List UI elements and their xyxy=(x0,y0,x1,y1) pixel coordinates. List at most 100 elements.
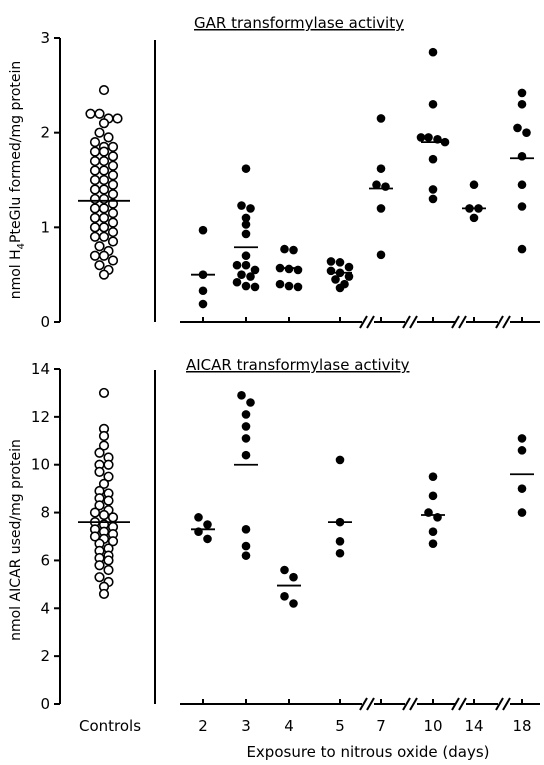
day-10-point xyxy=(428,472,438,481)
control-point xyxy=(112,113,123,124)
control-point xyxy=(103,132,114,143)
aicar-y-tick-label: 8 xyxy=(40,504,50,522)
day-2-point xyxy=(198,299,208,309)
day-3-point xyxy=(241,213,251,223)
x-axis-label: Exposure to nitrous oxide (days) xyxy=(246,743,489,761)
control-point xyxy=(94,241,105,252)
day-10-point xyxy=(428,154,438,164)
day-3-point xyxy=(241,229,251,239)
control-point xyxy=(103,471,114,482)
day-10-point xyxy=(428,527,438,537)
axis-break-mark xyxy=(458,697,467,711)
aicar-y-tick-label: 12 xyxy=(31,408,50,426)
control-point xyxy=(98,222,110,233)
day-18-point xyxy=(517,484,527,493)
control-point xyxy=(98,269,110,280)
day-7-point xyxy=(376,250,386,260)
day-4-point xyxy=(289,572,298,582)
day-18-point xyxy=(517,508,527,517)
day-3-point xyxy=(241,164,251,173)
day-18-point xyxy=(517,202,527,211)
gar-y-ticks: 0 1 2 3 xyxy=(40,29,60,331)
control-point xyxy=(98,588,110,600)
control-point xyxy=(107,160,119,171)
axis-break-mark xyxy=(409,315,418,329)
day-label-3: 3 xyxy=(241,717,251,735)
control-point xyxy=(89,193,101,205)
day-5-point xyxy=(335,548,345,558)
axis-break-mark xyxy=(402,315,411,329)
day-3-point xyxy=(246,272,255,281)
gar-day-groups xyxy=(191,47,534,309)
day-18-point xyxy=(517,180,527,190)
day-3-point xyxy=(241,220,251,229)
gar-y-label: nmol H4PteGlu formed/mg protein xyxy=(8,61,27,300)
day-5-point xyxy=(344,262,354,272)
day-2-point xyxy=(198,225,208,235)
control-point xyxy=(107,170,119,181)
day-18-point xyxy=(517,88,527,98)
day-4-point xyxy=(289,599,298,608)
control-point xyxy=(98,193,110,205)
gar-y-tick-label: 3 xyxy=(40,29,50,47)
control-point xyxy=(94,572,105,583)
day-10-point xyxy=(428,47,438,57)
control-point xyxy=(89,222,101,233)
day-label-7: 7 xyxy=(376,717,386,735)
control-point xyxy=(94,500,105,511)
day-10-point xyxy=(428,539,438,548)
day-3-point xyxy=(241,434,251,443)
day-18-point xyxy=(522,128,531,137)
day-5-point xyxy=(335,258,345,267)
day-5-point xyxy=(326,266,336,276)
control-point xyxy=(85,108,96,119)
day-3-point xyxy=(232,277,242,287)
gar-title: GAR transformylase activity xyxy=(194,14,404,32)
day-3-point xyxy=(241,410,251,419)
day-18-point xyxy=(517,99,527,109)
control-point xyxy=(107,236,119,247)
day-14-point xyxy=(469,213,479,223)
gar-x-axis xyxy=(180,315,540,329)
control-point xyxy=(89,212,101,223)
control-point xyxy=(98,250,110,261)
day-3-point xyxy=(237,270,246,279)
day-10-point xyxy=(428,194,438,204)
control-point xyxy=(94,447,105,458)
control-point xyxy=(98,509,110,521)
control-point xyxy=(89,137,101,148)
axis-break-mark xyxy=(366,697,375,711)
gar-y-tick-label: 0 xyxy=(40,313,50,331)
day-3-point xyxy=(250,282,260,292)
control-point xyxy=(103,555,114,566)
aicar-y-ticks: 0 2 4 6 8 10 12 14 xyxy=(31,360,60,713)
day-7-point xyxy=(381,182,390,191)
day-4-point xyxy=(284,264,294,274)
aicar-y-label: nmol AICAR used/mg protein xyxy=(8,439,24,641)
control-point xyxy=(98,430,110,442)
control-point xyxy=(107,141,119,152)
control-point xyxy=(103,564,114,576)
control-point xyxy=(107,208,119,219)
axis-break-mark xyxy=(451,697,460,711)
day-3-point xyxy=(241,281,251,291)
control-point xyxy=(107,536,119,547)
control-point xyxy=(89,203,101,214)
day-3-point xyxy=(241,422,251,431)
day-label-4: 4 xyxy=(284,717,294,735)
day-4-point xyxy=(293,282,303,292)
axis-break-mark xyxy=(495,697,504,711)
control-point xyxy=(107,179,119,190)
day-3-point xyxy=(241,450,251,460)
day-3-point xyxy=(241,260,251,270)
axis-break-mark xyxy=(359,697,368,711)
day-3-point xyxy=(241,251,251,261)
day-4-point xyxy=(280,244,289,254)
controls-label: Controls xyxy=(79,717,141,735)
control-point xyxy=(98,84,110,96)
day-3-point xyxy=(250,265,260,275)
control-point xyxy=(107,226,119,238)
day-4-point xyxy=(280,592,289,601)
aicar-y-tick-label: 14 xyxy=(31,360,50,378)
day-2-point xyxy=(203,520,212,529)
